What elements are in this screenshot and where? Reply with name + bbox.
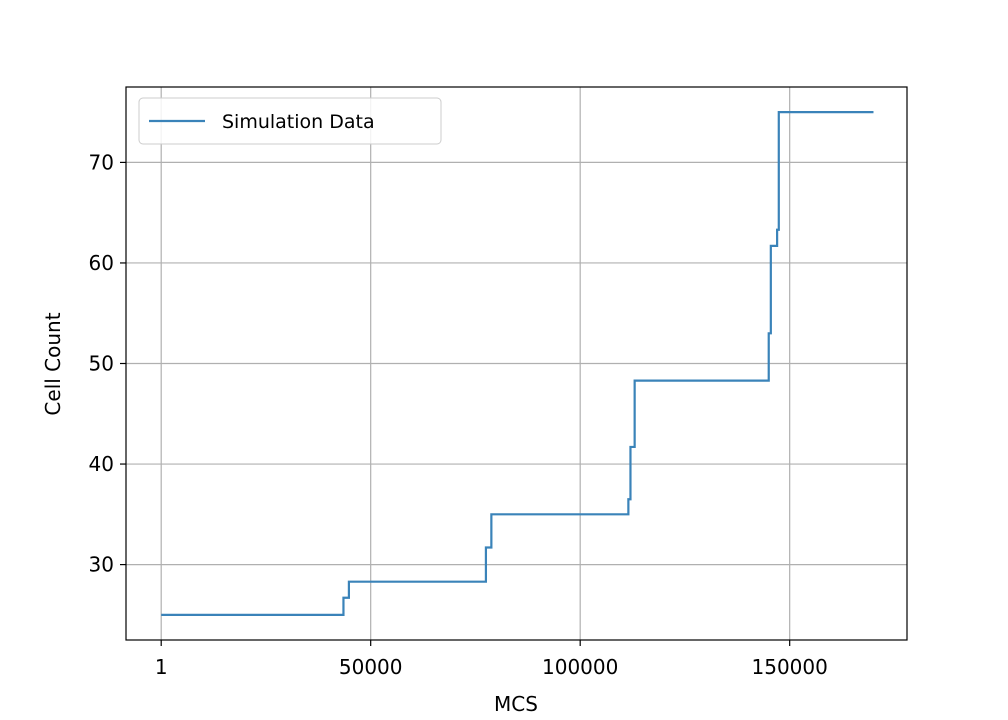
y-tick-label: 30 bbox=[89, 553, 114, 577]
y-axis-title: Cell Count bbox=[41, 312, 65, 415]
legend-box bbox=[138, 97, 442, 145]
x-axis-title: MCS bbox=[494, 692, 538, 716]
grid bbox=[126, 87, 907, 640]
x-tick-label: 1 bbox=[155, 655, 168, 679]
y-tick-label: 70 bbox=[89, 150, 114, 174]
x-axis-ticks: 1 50000 100000 150000 bbox=[155, 640, 828, 679]
y-axis-ticks: 30 40 50 60 70 bbox=[89, 150, 126, 577]
y-tick-label: 60 bbox=[89, 251, 114, 275]
series-line bbox=[161, 111, 874, 616]
x-tick-label: 150000 bbox=[752, 655, 828, 679]
y-tick-label: 40 bbox=[89, 452, 114, 476]
series-layer bbox=[161, 111, 874, 616]
legend: Simulation Data bbox=[138, 97, 442, 145]
legend-label: Simulation Data bbox=[222, 111, 375, 133]
x-tick-label: 100000 bbox=[542, 655, 618, 679]
x-tick-label: 50000 bbox=[339, 655, 403, 679]
y-tick-label: 50 bbox=[89, 352, 114, 376]
